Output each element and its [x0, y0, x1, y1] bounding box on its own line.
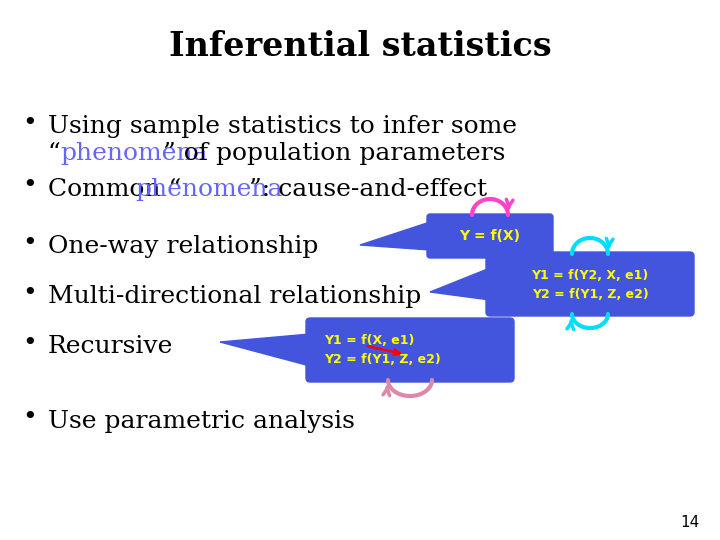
Text: Multi-directional relationship: Multi-directional relationship: [48, 285, 421, 308]
FancyBboxPatch shape: [427, 214, 553, 258]
Text: •: •: [22, 332, 37, 354]
Text: One-way relationship: One-way relationship: [48, 235, 318, 258]
Text: •: •: [22, 232, 37, 254]
Polygon shape: [220, 334, 310, 366]
Text: •: •: [22, 407, 37, 429]
FancyBboxPatch shape: [306, 318, 514, 382]
Text: •: •: [22, 111, 37, 134]
Text: Y2 = f(Y1, Z, e2): Y2 = f(Y1, Z, e2): [531, 288, 649, 301]
Text: Y2 = f(Y1, Z, e2): Y2 = f(Y1, Z, e2): [324, 353, 441, 366]
Text: phenomena: phenomena: [135, 178, 282, 201]
Text: Y1 = f(Y2, X, e1): Y1 = f(Y2, X, e1): [531, 269, 649, 282]
Text: Use parametric analysis: Use parametric analysis: [48, 410, 355, 433]
Text: •: •: [22, 174, 37, 198]
FancyBboxPatch shape: [486, 252, 694, 316]
Text: Recursive: Recursive: [48, 335, 174, 358]
Text: Inferential statistics: Inferential statistics: [168, 30, 552, 63]
Text: •: •: [22, 281, 37, 305]
Text: Y1 = f(X, e1): Y1 = f(X, e1): [324, 334, 415, 347]
Text: Using sample statistics to infer some: Using sample statistics to infer some: [48, 115, 517, 138]
Text: phenomena: phenomena: [60, 142, 207, 165]
Text: ” of population parameters: ” of population parameters: [163, 142, 505, 165]
Text: Common “: Common “: [48, 178, 181, 201]
Text: “: “: [48, 142, 60, 165]
Polygon shape: [430, 268, 490, 300]
Polygon shape: [360, 222, 430, 250]
Text: 14: 14: [680, 515, 700, 530]
Text: Y = f(X): Y = f(X): [459, 229, 521, 243]
Text: ”: cause-and-effect: ”: cause-and-effect: [249, 178, 487, 201]
